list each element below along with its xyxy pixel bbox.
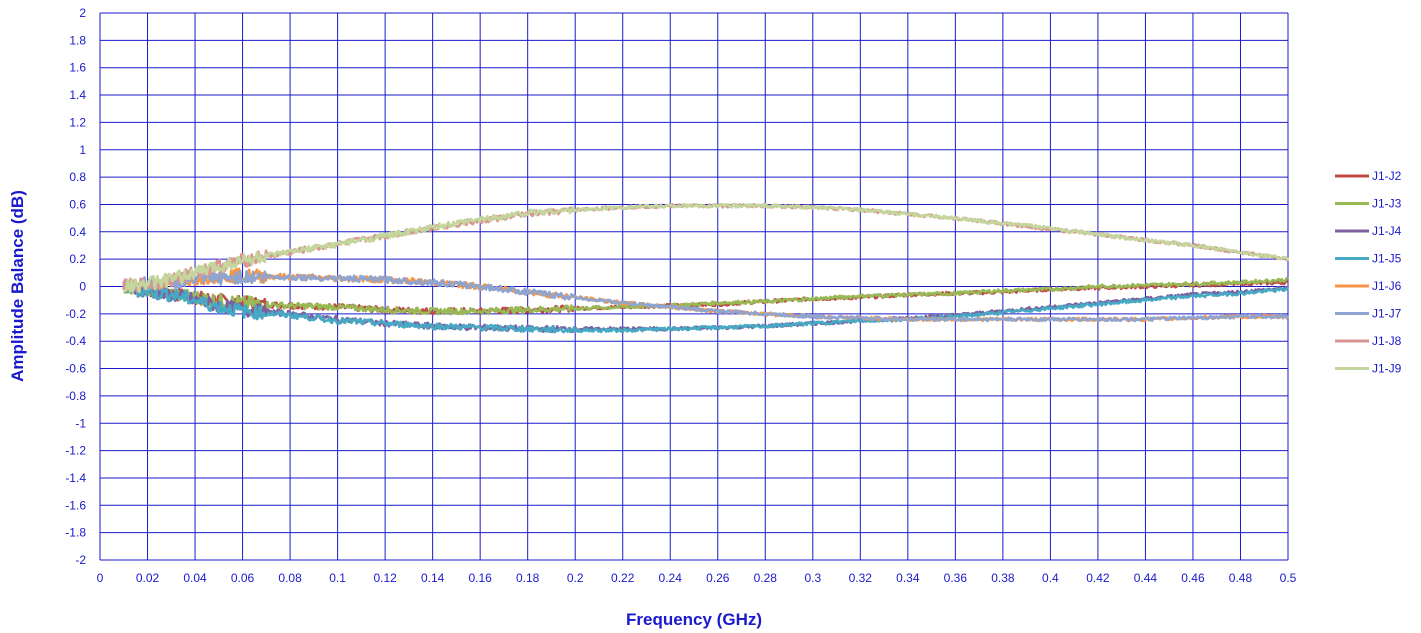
y-tick-label: 0	[79, 280, 86, 294]
x-tick-label: 0.2	[567, 571, 584, 585]
x-tick-label: 0.08	[278, 571, 302, 585]
y-tick-label: -1.8	[65, 526, 86, 540]
y-tick-labels: 2 1.8 1.6 1.4 1.2 1 0.8 0.6 0.4 0.2 0 -0.2 -0.4 -0.6 -…	[65, 6, 86, 567]
x-tick-label: 0.02	[136, 571, 160, 585]
legend-label-j1-j3: J1-J3	[1372, 197, 1402, 211]
y-tick-label: -0.8	[65, 389, 86, 403]
y-tick-label: 1	[79, 143, 86, 157]
x-tick-label: 0.4	[1042, 571, 1059, 585]
series-lines	[122, 202, 1290, 334]
series-line-j1-j3	[122, 276, 1289, 316]
x-tick-label: 0.26	[706, 571, 730, 585]
x-tick-label: 0.06	[231, 571, 255, 585]
x-tick-label: 0.36	[944, 571, 968, 585]
legend-label-j1-j2: J1-J2	[1372, 169, 1402, 183]
x-tick-label: 0.46	[1181, 571, 1205, 585]
y-tick-label: 1.2	[69, 115, 86, 129]
legend-label-j1-j9: J1-J9	[1372, 362, 1402, 376]
x-tick-label: 0.04	[183, 571, 207, 585]
x-tick-label: 0.1	[329, 571, 346, 585]
series-line-j1-j9	[123, 202, 1290, 293]
y-tick-label: -0.2	[65, 307, 86, 321]
y-tick-label: 1.8	[69, 33, 86, 47]
y-tick-label: 1.6	[69, 61, 86, 75]
y-tick-label: 2	[79, 6, 86, 20]
legend-label-j1-j7: J1-J7	[1372, 307, 1402, 321]
x-tick-label: 0.34	[896, 571, 920, 585]
legend-label-j1-j8: J1-J8	[1372, 334, 1402, 348]
x-tick-label: 0.5	[1280, 571, 1297, 585]
y-tick-label: -0.4	[65, 334, 86, 348]
x-tick-label: 0.16	[468, 571, 492, 585]
y-tick-label: -1.6	[65, 498, 86, 512]
x-axis-title: Frequency (GHz)	[626, 610, 762, 629]
y-tick-label: -2	[75, 553, 86, 567]
series-line-j1-j5	[122, 280, 1290, 334]
grid	[99, 12, 1289, 561]
x-tick-label: 0.28	[754, 571, 778, 585]
x-tick-label: 0.24	[659, 571, 683, 585]
x-tick-label: 0.44	[1134, 571, 1158, 585]
x-tick-label: 0.12	[373, 571, 397, 585]
legend-label-j1-j4: J1-J4	[1372, 224, 1402, 238]
x-tick-label: 0.32	[849, 571, 873, 585]
y-tick-label: -1	[75, 416, 86, 430]
legend-label-j1-j6: J1-J6	[1372, 279, 1402, 293]
y-tick-label: 0.2	[69, 252, 86, 266]
y-tick-label: -1.2	[65, 444, 86, 458]
legend-label-j1-j5: J1-J5	[1372, 252, 1402, 266]
x-tick-label: 0.18	[516, 571, 540, 585]
y-axis-title: Amplitude Balance (dB)	[8, 190, 27, 382]
y-tick-label: 0.4	[69, 225, 86, 239]
x-tick-label: 0	[97, 571, 104, 585]
x-tick-label: 0.38	[991, 571, 1015, 585]
y-tick-label: -0.6	[65, 362, 86, 376]
y-tick-label: 1.4	[69, 88, 86, 102]
x-tick-label: 0.14	[421, 571, 445, 585]
x-tick-labels: 0 0.02 0.04 0.06 0.08 0.1 0.12 0.14 0.16 0.18 0.2 0…	[97, 571, 1297, 585]
y-tick-label: -1.4	[65, 471, 86, 485]
y-tick-label: 0.8	[69, 170, 86, 184]
x-tick-label: 0.22	[611, 571, 635, 585]
legend: J1-J2 J1-J3 J1-J4 J1-J5 J1-J6 J1-J7 J1-J8 J1-J9	[1335, 169, 1402, 376]
x-tick-label: 0.3	[804, 571, 821, 585]
y-tick-label: 0.6	[69, 197, 86, 211]
x-tick-label: 0.42	[1086, 571, 1110, 585]
x-tick-label: 0.48	[1229, 571, 1253, 585]
series-line-j1-j7	[122, 269, 1290, 323]
